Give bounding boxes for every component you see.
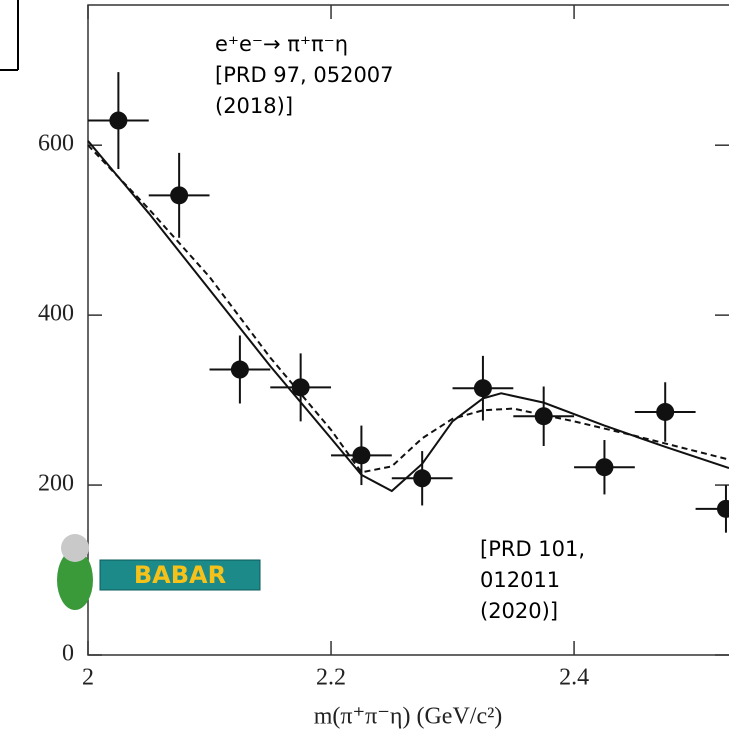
- data-point: [473, 379, 492, 398]
- y-tick-label: 600: [38, 131, 74, 157]
- data-point: [595, 458, 614, 477]
- annotation: e⁺e⁻→ π⁺π⁻η: [215, 32, 348, 56]
- logo-box: [99, 559, 261, 591]
- data-point: [170, 186, 189, 205]
- data-point: [230, 360, 249, 379]
- data-point: [413, 469, 432, 488]
- data-point: [716, 499, 729, 518]
- data-point: [291, 378, 310, 397]
- x-tick-label: 2: [82, 665, 94, 691]
- data-point: [109, 111, 128, 130]
- data-point: [656, 402, 675, 421]
- logo-figure: [57, 550, 93, 610]
- annotation: (2020)]: [480, 599, 558, 623]
- annotation: [PRD 97, 052007: [215, 63, 394, 87]
- y-tick-label: 400: [38, 301, 74, 327]
- x-tick-label: 2.4: [559, 665, 589, 691]
- data-point: [352, 446, 371, 465]
- logo: BABAR: [57, 534, 261, 610]
- y-tick-label: 200: [38, 471, 74, 497]
- annotation: [PRD 101,: [480, 537, 585, 561]
- y-tick-label: 0: [62, 641, 74, 667]
- data-point: [534, 407, 553, 426]
- annotation: (2018)]: [215, 94, 293, 118]
- plot-frame: [87, 4, 729, 656]
- logo-figure: [61, 534, 89, 562]
- annotation: 012011: [480, 568, 560, 592]
- x-axis-label: m(π⁺π⁻η) (GeV/c²): [314, 704, 503, 730]
- x-tick-label: 2.2: [316, 665, 346, 691]
- logo-text: BABAR: [134, 561, 226, 589]
